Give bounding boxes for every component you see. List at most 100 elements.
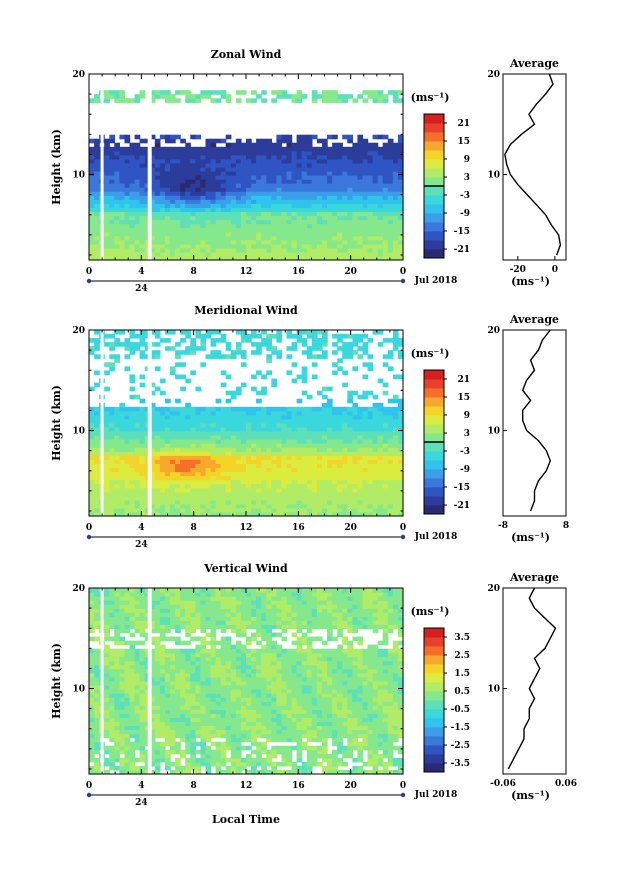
heatmap-cell	[235, 211, 242, 217]
heatmap-cell	[332, 154, 338, 160]
heatmap-cell	[286, 183, 293, 188]
heatmap-cell	[230, 471, 237, 477]
heatmap-cell	[342, 507, 348, 513]
heatmap-cell	[124, 495, 131, 501]
heatmap-cell	[281, 171, 288, 176]
heatmap-cell	[261, 463, 267, 468]
heatmap-cell	[144, 656, 151, 662]
heatmap-cell	[124, 207, 131, 212]
heatmap-cell	[332, 243, 338, 249]
heatmap-cell	[175, 362, 181, 367]
heatmap-cell	[362, 247, 369, 253]
heatmap-cell	[144, 600, 151, 605]
heatmap-cell	[291, 507, 298, 513]
heatmap-cell	[159, 652, 166, 658]
heatmap-cell	[235, 406, 242, 412]
heatmap-cell	[352, 350, 359, 355]
heatmap-cell	[180, 191, 186, 196]
heatmap-cell	[352, 167, 359, 172]
heatmap-cell	[104, 483, 110, 489]
heatmap-cell	[296, 158, 303, 164]
heatmap-cell	[281, 423, 288, 428]
heatmap-cell	[159, 475, 166, 481]
heatmap-cell	[301, 459, 308, 464]
heatmap-cell	[337, 431, 343, 436]
heatmap-cell	[149, 729, 156, 735]
heatmap-cell	[342, 243, 348, 249]
heatmap-cell	[311, 183, 318, 188]
heatmap-cell	[89, 507, 95, 513]
heatmap-cell	[337, 235, 343, 241]
heatmap-cell	[225, 207, 232, 212]
heatmap-cell	[266, 235, 272, 241]
heatmap-cell	[332, 167, 338, 172]
heatmap-cell	[94, 199, 100, 204]
heatmap-cell	[271, 507, 277, 513]
heatmap-cell	[387, 475, 394, 481]
heatmap-cell	[342, 487, 348, 493]
heatmap-cell	[220, 138, 227, 144]
heatmap-cell	[210, 475, 217, 481]
heatmap-cell	[251, 487, 257, 493]
heatmap-cell	[104, 183, 110, 188]
heatmap-cell	[240, 463, 247, 468]
heatmap-cell	[296, 138, 303, 144]
heatmap-cell	[134, 227, 141, 233]
heatmap-cell	[165, 235, 171, 241]
heatmap-cell	[261, 142, 267, 148]
heatmap-cell	[327, 134, 333, 140]
heatmap-cell	[114, 616, 120, 621]
heatmap-cell	[114, 749, 120, 755]
heatmap-cell	[266, 215, 272, 221]
heatmap-cell	[200, 195, 207, 200]
heatmap-cell	[286, 475, 293, 481]
heatmap-cell	[124, 423, 131, 428]
heatmap-cell	[114, 239, 120, 245]
heatmap-cell	[129, 717, 136, 722]
heatmap-cell	[266, 256, 272, 261]
heatmap-cell	[205, 142, 212, 148]
heatmap-cell	[240, 362, 247, 367]
heatmap-cell	[134, 195, 141, 200]
colorbar-bin	[424, 204, 444, 214]
heatmap-cell	[261, 475, 267, 481]
heatmap-cell	[114, 600, 120, 605]
heatmap-cell	[180, 256, 186, 261]
heatmap-cell	[311, 98, 318, 103]
heatmap-cell	[397, 146, 404, 152]
heatmap-cell	[175, 447, 181, 452]
heatmap-cell	[215, 475, 222, 481]
heatmap-cell	[337, 479, 343, 485]
heatmap-cell	[114, 717, 120, 722]
heatmap-cell	[195, 427, 202, 432]
heatmap-cell	[210, 231, 217, 237]
heatmap-cell	[230, 431, 237, 436]
heatmap-cell	[175, 479, 181, 485]
heatmap-cell	[215, 195, 222, 200]
heatmap-cell	[119, 251, 126, 257]
heatmap-cell	[316, 406, 323, 412]
heatmap-cell	[261, 223, 267, 229]
heatmap-cell	[235, 179, 242, 184]
heatmap-cell	[175, 721, 181, 726]
heatmap-cell	[235, 483, 242, 489]
heatmap-cell	[387, 512, 394, 517]
heatmap-cell	[149, 471, 156, 477]
heatmap-cell	[296, 207, 303, 212]
heatmap-cell	[139, 175, 146, 180]
heatmap-cell	[149, 620, 156, 625]
heatmap-cell	[175, 423, 181, 428]
heatmap-cell	[94, 150, 100, 156]
heatmap-cell	[367, 483, 374, 489]
heatmap-cell	[377, 207, 384, 212]
heatmap-cell	[230, 146, 237, 152]
heatmap-cell	[104, 179, 110, 184]
heatmap-cell	[175, 648, 181, 654]
heatmap-cell	[367, 423, 374, 428]
heatmap-cell	[352, 154, 359, 160]
y-axis-label: Height (km)	[50, 129, 63, 205]
profile-x-tick-label: 8	[563, 521, 569, 531]
heatmap-cell	[104, 211, 110, 217]
heatmap-cell	[190, 370, 196, 375]
heatmap-cell	[109, 251, 115, 257]
